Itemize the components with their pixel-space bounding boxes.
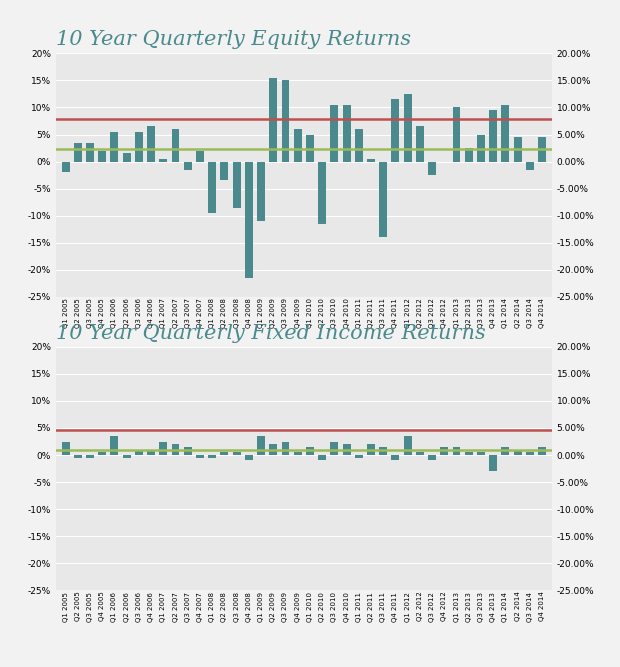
Bar bbox=[61, 161, 69, 172]
Bar bbox=[526, 452, 534, 455]
Bar bbox=[379, 447, 387, 455]
Bar bbox=[477, 452, 485, 455]
Bar bbox=[391, 99, 399, 161]
Bar bbox=[196, 455, 204, 458]
Text: Source: Bloomberg, The Fiduciary Group: Source: Bloomberg, The Fiduciary Group bbox=[56, 412, 273, 420]
Bar bbox=[343, 105, 350, 161]
Bar bbox=[355, 129, 363, 161]
Bar bbox=[196, 151, 204, 161]
Bar bbox=[294, 452, 302, 455]
Bar bbox=[281, 81, 290, 161]
Bar bbox=[513, 137, 521, 161]
Bar bbox=[391, 455, 399, 460]
Bar bbox=[330, 442, 339, 455]
Bar bbox=[86, 143, 94, 161]
Bar bbox=[232, 161, 241, 207]
Bar bbox=[416, 452, 424, 455]
Bar bbox=[453, 447, 461, 455]
Bar bbox=[538, 137, 546, 161]
Bar bbox=[428, 455, 436, 460]
Bar bbox=[489, 455, 497, 472]
Bar bbox=[135, 450, 143, 455]
Bar bbox=[453, 107, 461, 161]
Bar bbox=[367, 444, 375, 455]
Bar bbox=[208, 161, 216, 213]
Bar bbox=[123, 153, 131, 161]
Bar bbox=[318, 455, 326, 460]
Bar bbox=[513, 450, 521, 455]
Bar bbox=[404, 94, 412, 161]
Bar bbox=[135, 132, 143, 161]
Bar bbox=[221, 161, 228, 181]
Bar bbox=[172, 444, 180, 455]
Bar bbox=[502, 447, 510, 455]
Bar bbox=[526, 161, 534, 169]
Bar bbox=[367, 159, 375, 161]
Bar bbox=[61, 442, 69, 455]
Bar bbox=[110, 436, 118, 455]
Bar bbox=[245, 161, 253, 278]
Bar bbox=[147, 126, 155, 161]
Bar bbox=[123, 455, 131, 458]
Bar bbox=[318, 161, 326, 223]
Bar bbox=[281, 442, 290, 455]
Bar bbox=[172, 129, 180, 161]
Bar bbox=[489, 110, 497, 161]
Bar bbox=[306, 447, 314, 455]
Bar bbox=[184, 447, 192, 455]
Bar bbox=[159, 159, 167, 161]
Bar bbox=[208, 455, 216, 458]
Bar bbox=[159, 442, 167, 455]
Bar bbox=[257, 161, 265, 221]
Bar bbox=[355, 455, 363, 458]
Bar bbox=[465, 148, 472, 161]
Bar bbox=[184, 161, 192, 169]
Bar bbox=[245, 455, 253, 460]
Bar bbox=[330, 105, 339, 161]
Bar bbox=[465, 452, 472, 455]
Bar bbox=[74, 143, 82, 161]
Bar bbox=[98, 452, 106, 455]
Bar bbox=[232, 452, 241, 455]
Bar bbox=[221, 452, 228, 455]
Bar bbox=[538, 447, 546, 455]
Bar bbox=[343, 444, 350, 455]
Bar bbox=[98, 151, 106, 161]
Bar bbox=[502, 105, 510, 161]
Bar bbox=[74, 455, 82, 458]
Bar bbox=[440, 447, 448, 455]
Bar bbox=[306, 135, 314, 161]
Bar bbox=[379, 161, 387, 237]
Bar bbox=[110, 132, 118, 161]
Bar bbox=[477, 135, 485, 161]
Text: 10 Year Quarterly Fixed Income Returns: 10 Year Quarterly Fixed Income Returns bbox=[56, 323, 485, 343]
Bar bbox=[147, 450, 155, 455]
Bar bbox=[404, 436, 412, 455]
Text: 10 Year Quarterly Equity Returns: 10 Year Quarterly Equity Returns bbox=[56, 30, 411, 49]
Bar bbox=[269, 444, 277, 455]
Legend: Quarterly Return, S&P 500 Annualized Return, Average Quarterly Return: Quarterly Return, S&P 500 Annualized Ret… bbox=[60, 394, 430, 403]
Bar bbox=[257, 436, 265, 455]
Bar bbox=[86, 455, 94, 458]
Bar bbox=[269, 78, 277, 161]
Bar bbox=[294, 129, 302, 161]
Bar bbox=[428, 161, 436, 175]
Bar bbox=[416, 126, 424, 161]
